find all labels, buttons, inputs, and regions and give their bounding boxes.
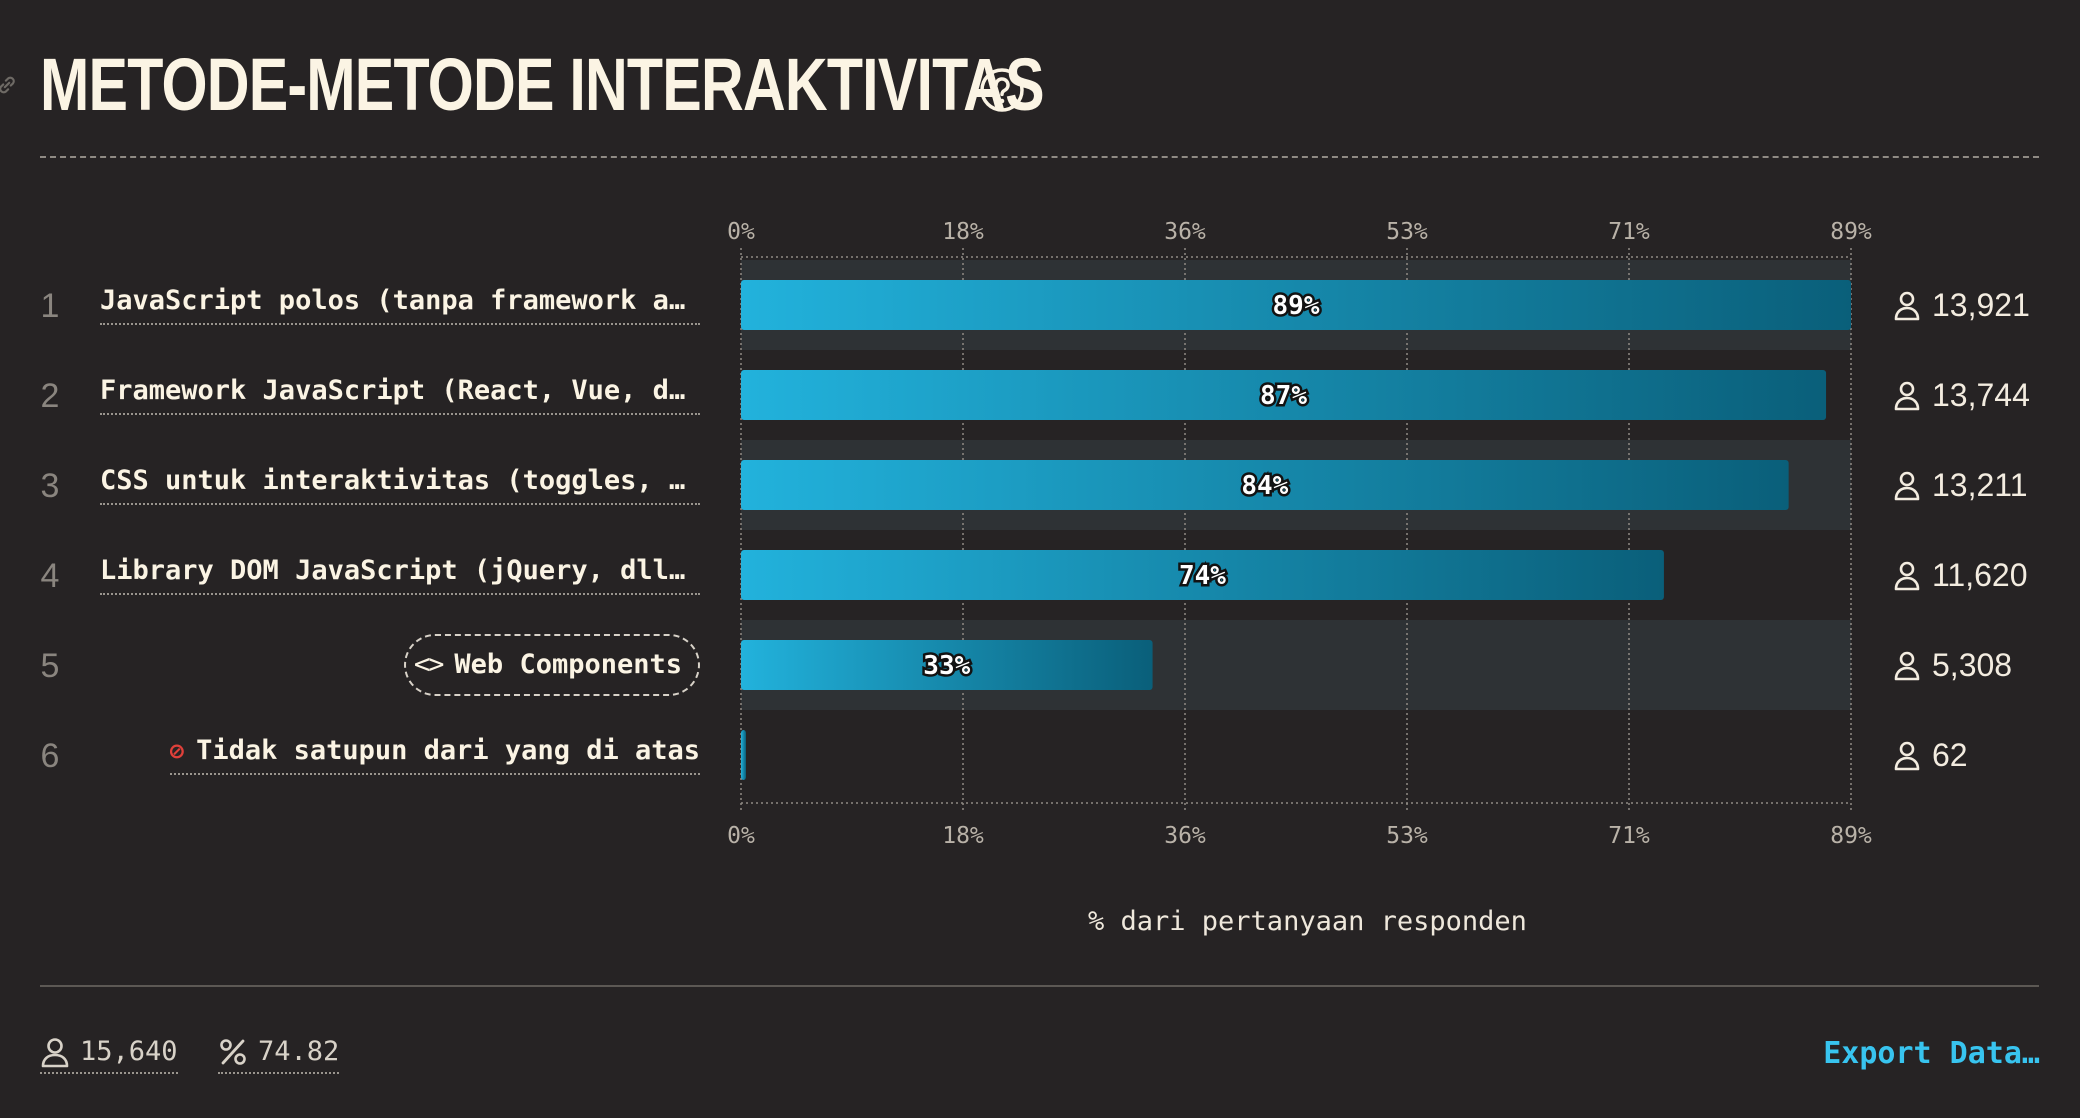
rank-number: 5 (41, 647, 60, 685)
respondent-count: 62 (1932, 737, 1968, 773)
percentage-value: 74.82 (258, 1036, 340, 1067)
title-divider (40, 156, 2039, 158)
bar[interactable] (741, 460, 1789, 510)
bar-value-label: 87% (1260, 381, 1307, 411)
category-label[interactable]: Framework JavaScript (React, Vue, dll.) (100, 371, 700, 415)
category-label[interactable]: CSS untuk interaktivitas (toggles, tab… (100, 461, 700, 505)
x-tick-label-top: 0% (727, 219, 755, 245)
percent-icon (220, 1039, 246, 1065)
bar-value-label: 74% (1179, 561, 1226, 591)
footer-divider (40, 985, 2039, 987)
category-label[interactable]: <> Web Components (403, 634, 700, 696)
category-label[interactable]: JavaScript polos (tanpa framework atau… (100, 281, 700, 325)
question-percentage[interactable]: 74.82 (218, 1032, 340, 1074)
user-icon-body (1894, 396, 1920, 411)
x-axis-title: % dari pertanyaan responden (1088, 906, 1527, 937)
x-tick-label-bottom: 53% (1386, 823, 1428, 849)
export-data-link[interactable]: Export Data… (1823, 1036, 2040, 1071)
user-icon (1894, 651, 1920, 681)
user-icon-head (1899, 741, 1915, 757)
category-label-text: Web Components (454, 649, 682, 680)
bar[interactable] (741, 550, 1664, 600)
user-icon (1894, 561, 1920, 591)
respondent-count: 13,744 (1932, 377, 2030, 413)
question-circle-icon[interactable] (978, 66, 1026, 114)
bar-value-label: 84% (1241, 471, 1288, 501)
category-label[interactable]: Library DOM JavaScript (jQuery, dll.) (100, 551, 700, 595)
category-label-text: CSS untuk interaktivitas (toggles, tab… (100, 465, 700, 496)
category-label-text: JavaScript polos (tanpa framework atau… (100, 285, 700, 316)
bar[interactable] (741, 640, 1153, 690)
user-icon-head (1899, 291, 1915, 307)
rank-number: 4 (41, 557, 60, 595)
user-icon (1894, 741, 1920, 771)
x-tick-label-bottom: 71% (1608, 823, 1650, 849)
bar-chart: 0% 0% 18% 18% 36% 36% 53% 53% 71% 71% 89% 89% 89% 1 13… (41, 219, 2030, 849)
code-brackets-icon: <> (413, 649, 444, 680)
user-icon (1894, 381, 1920, 411)
user-icon-head (1899, 651, 1915, 667)
user-icon-body (1894, 306, 1920, 321)
user-icon-head (1899, 561, 1915, 577)
user-icon-head (1899, 381, 1915, 397)
x-tick-label-top: 53% (1386, 219, 1428, 245)
total-respondents[interactable]: 15,640 (40, 1032, 178, 1074)
prohibited-icon: ⊘ (169, 737, 185, 765)
bar-value-label: 33% (923, 651, 970, 681)
category-label-text: Library DOM JavaScript (jQuery, dll.) (100, 555, 700, 586)
bar[interactable] (741, 370, 1827, 420)
x-tick-label-bottom: 18% (942, 823, 984, 849)
x-tick-label-bottom: 36% (1164, 823, 1206, 849)
bar[interactable] (741, 730, 746, 780)
user-icon-body (1894, 576, 1920, 591)
x-tick-label-bottom: 89% (1830, 823, 1872, 849)
chart-title: METODE-METODE INTERAKTIVITAS (40, 43, 1045, 126)
link-icon[interactable] (0, 72, 20, 98)
respondent-count: 13,921 (1932, 287, 2030, 323)
user-icon-head (1899, 471, 1915, 487)
x-tick-label-top: 36% (1164, 219, 1206, 245)
respondent-count: 11,620 (1932, 557, 2028, 593)
respondents-count: 15,640 (80, 1036, 178, 1067)
rank-number: 6 (41, 737, 60, 775)
rank-number: 3 (41, 467, 60, 505)
x-tick-label-bottom: 0% (727, 823, 755, 849)
user-icon-body (1894, 666, 1920, 681)
category-label-text: Tidak satupun dari yang di atas (196, 735, 700, 766)
category-label-text: Framework JavaScript (React, Vue, dll.) (100, 375, 700, 406)
respondent-count: 5,308 (1932, 647, 2012, 683)
category-label[interactable]: ⊘ Tidak satupun dari yang di atas (169, 731, 700, 775)
x-tick-label-top: 71% (1608, 219, 1650, 245)
respondent-count: 13,211 (1932, 467, 2028, 503)
rank-number: 1 (41, 287, 60, 325)
user-icon (41, 1038, 69, 1068)
bar-value-label: 89% (1273, 291, 1320, 321)
x-tick-label-top: 89% (1830, 219, 1872, 245)
bar[interactable] (741, 280, 1851, 330)
x-tick-label-top: 18% (942, 219, 984, 245)
user-icon (1894, 471, 1920, 501)
user-icon-body (1894, 486, 1920, 501)
rank-number: 2 (41, 377, 60, 415)
user-icon-body (1894, 756, 1920, 771)
user-icon (1894, 291, 1920, 321)
